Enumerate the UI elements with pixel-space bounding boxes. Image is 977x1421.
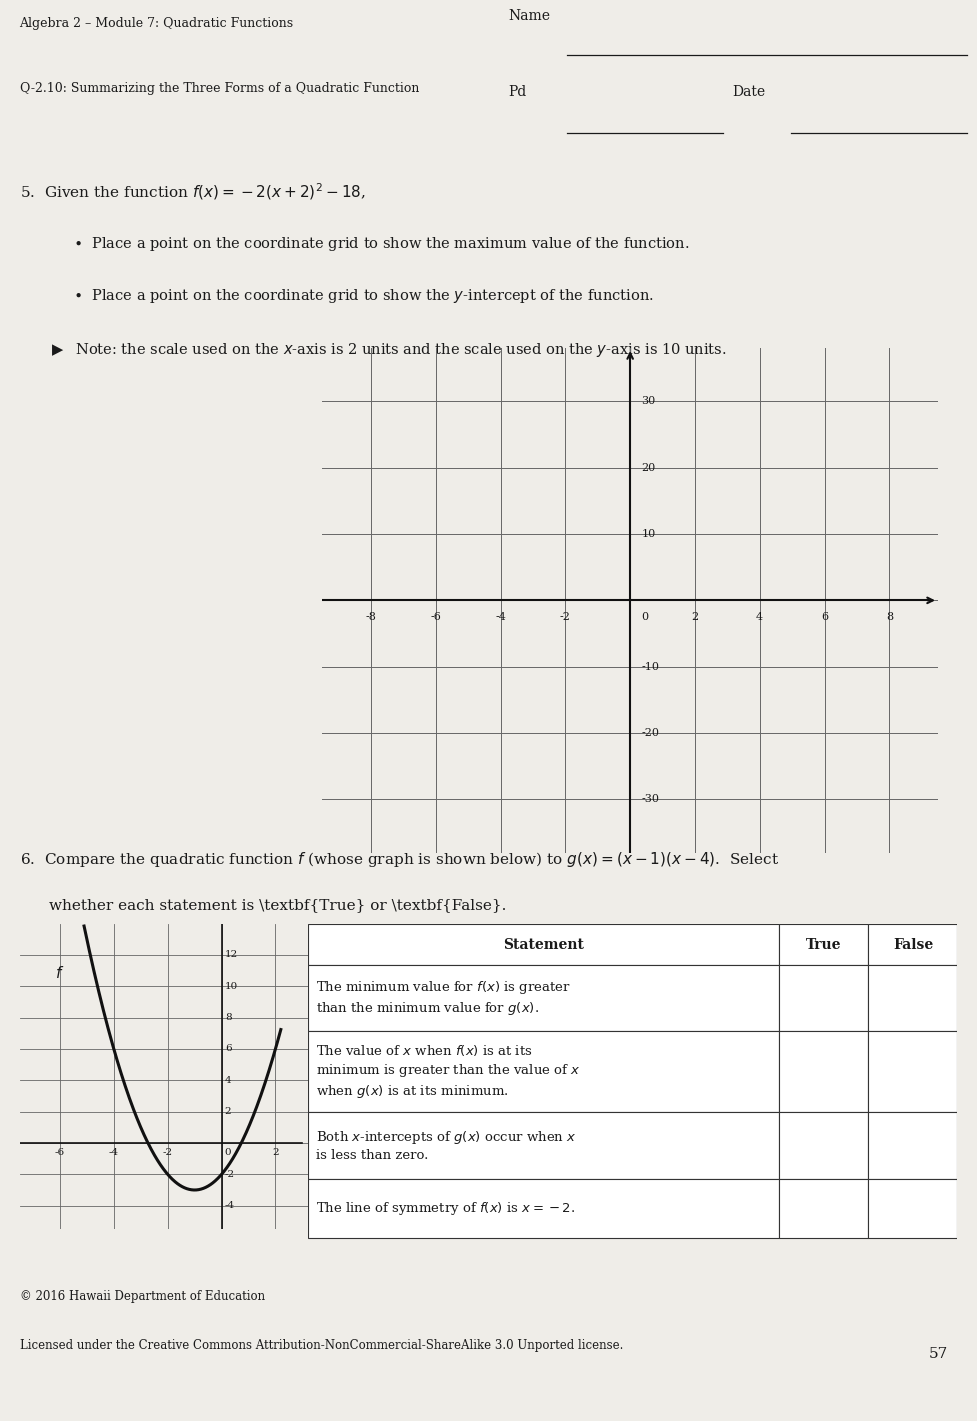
Text: $\bullet$  Place a point on the coordinate grid to show the maximum value of the: $\bullet$ Place a point on the coordinat… [73, 236, 690, 253]
Bar [308, 924, 779, 965]
Bar [869, 1113, 957, 1179]
Text: $\bullet$  Place a point on the coordinate grid to show the $y$-intercept of the: $\bullet$ Place a point on the coordinat… [73, 287, 654, 306]
Text: Date: Date [733, 85, 766, 99]
Text: 6: 6 [225, 1044, 232, 1053]
Bar [308, 1030, 779, 1113]
Text: 6: 6 [821, 612, 828, 622]
Text: Pd: Pd [508, 85, 527, 99]
Text: The minimum value for $f(x)$ is greater
than the minimum value for $g(x)$.: The minimum value for $f(x)$ is greater … [316, 979, 571, 1017]
Text: 6.  Compare the quadratic function $f$ (whose graph is shown below) to $g(x) = (: 6. Compare the quadratic function $f$ (w… [20, 850, 779, 870]
Bar [869, 1030, 957, 1113]
Bar [308, 1113, 779, 1179]
Text: -2: -2 [560, 612, 571, 622]
Text: -6: -6 [55, 1148, 65, 1158]
Text: 5.  Given the function $f(x) = -2(x + 2)^2 - 18$,: 5. Given the function $f(x) = -2(x + 2)^… [20, 182, 365, 202]
Text: 2: 2 [225, 1107, 232, 1115]
Text: The line of symmetry of $f(x)$ is $x = -2$.: The line of symmetry of $f(x)$ is $x = -… [316, 1199, 574, 1216]
Bar [308, 965, 779, 1030]
Text: -2: -2 [162, 1148, 173, 1158]
Text: 0: 0 [225, 1148, 232, 1158]
Text: 4: 4 [756, 612, 763, 622]
Text: -4: -4 [495, 612, 506, 622]
Text: 2: 2 [273, 1148, 278, 1158]
Text: -8: -8 [365, 612, 376, 622]
Text: 8: 8 [225, 1013, 232, 1022]
Text: 30: 30 [642, 396, 656, 406]
Text: 10: 10 [225, 982, 238, 990]
Text: -2: -2 [225, 1169, 234, 1179]
Bar [779, 1113, 869, 1179]
Text: -4: -4 [225, 1201, 234, 1211]
Text: -4: -4 [108, 1148, 119, 1158]
Bar [869, 965, 957, 1030]
Text: Algebra 2 – Module 7: Quadratic Functions: Algebra 2 – Module 7: Quadratic Function… [20, 17, 294, 30]
Text: 8: 8 [886, 612, 893, 622]
Text: 20: 20 [642, 463, 656, 473]
Text: -6: -6 [430, 612, 442, 622]
Text: True: True [806, 938, 841, 952]
Bar [779, 924, 869, 965]
Bar [869, 1179, 957, 1238]
Bar [308, 1179, 779, 1238]
Text: -20: -20 [642, 728, 659, 737]
Text: whether each statement is \textbf{True} or \textbf{False}.: whether each statement is \textbf{True} … [49, 898, 506, 912]
Bar [779, 1179, 869, 1238]
Text: $f$: $f$ [55, 965, 64, 982]
Text: Licensed under the Creative Commons Attribution-NonCommercial-ShareAlike 3.0 Unp: Licensed under the Creative Commons Attr… [20, 1339, 623, 1353]
Text: Name: Name [508, 9, 550, 23]
Text: -30: -30 [642, 794, 659, 804]
Text: Both $x$-intercepts of $g(x)$ occur when $x$
is less than zero.: Both $x$-intercepts of $g(x)$ occur when… [316, 1130, 576, 1162]
Text: Q-2.10: Summarizing the Three Forms of a Quadratic Function: Q-2.10: Summarizing the Three Forms of a… [20, 82, 419, 95]
Text: 2: 2 [692, 612, 699, 622]
Text: The value of $x$ when $f(x)$ is at its
minimum is greater than the value of $x$
: The value of $x$ when $f(x)$ is at its m… [316, 1043, 580, 1100]
Text: 12: 12 [225, 951, 238, 959]
Text: Statement: Statement [503, 938, 583, 952]
Text: © 2016 Hawaii Department of Education: © 2016 Hawaii Department of Education [20, 1290, 265, 1303]
Text: $\blacktriangleright$  Note: the scale used on the $x$-axis is 2 units and the s: $\blacktriangleright$ Note: the scale us… [49, 341, 727, 358]
Bar [869, 924, 957, 965]
Text: False: False [893, 938, 933, 952]
Text: 0: 0 [642, 612, 649, 622]
Text: 10: 10 [642, 529, 656, 539]
Bar [779, 965, 869, 1030]
Text: -10: -10 [642, 662, 659, 672]
Bar [779, 1030, 869, 1113]
Text: 4: 4 [225, 1076, 232, 1084]
Text: 57: 57 [928, 1347, 948, 1361]
